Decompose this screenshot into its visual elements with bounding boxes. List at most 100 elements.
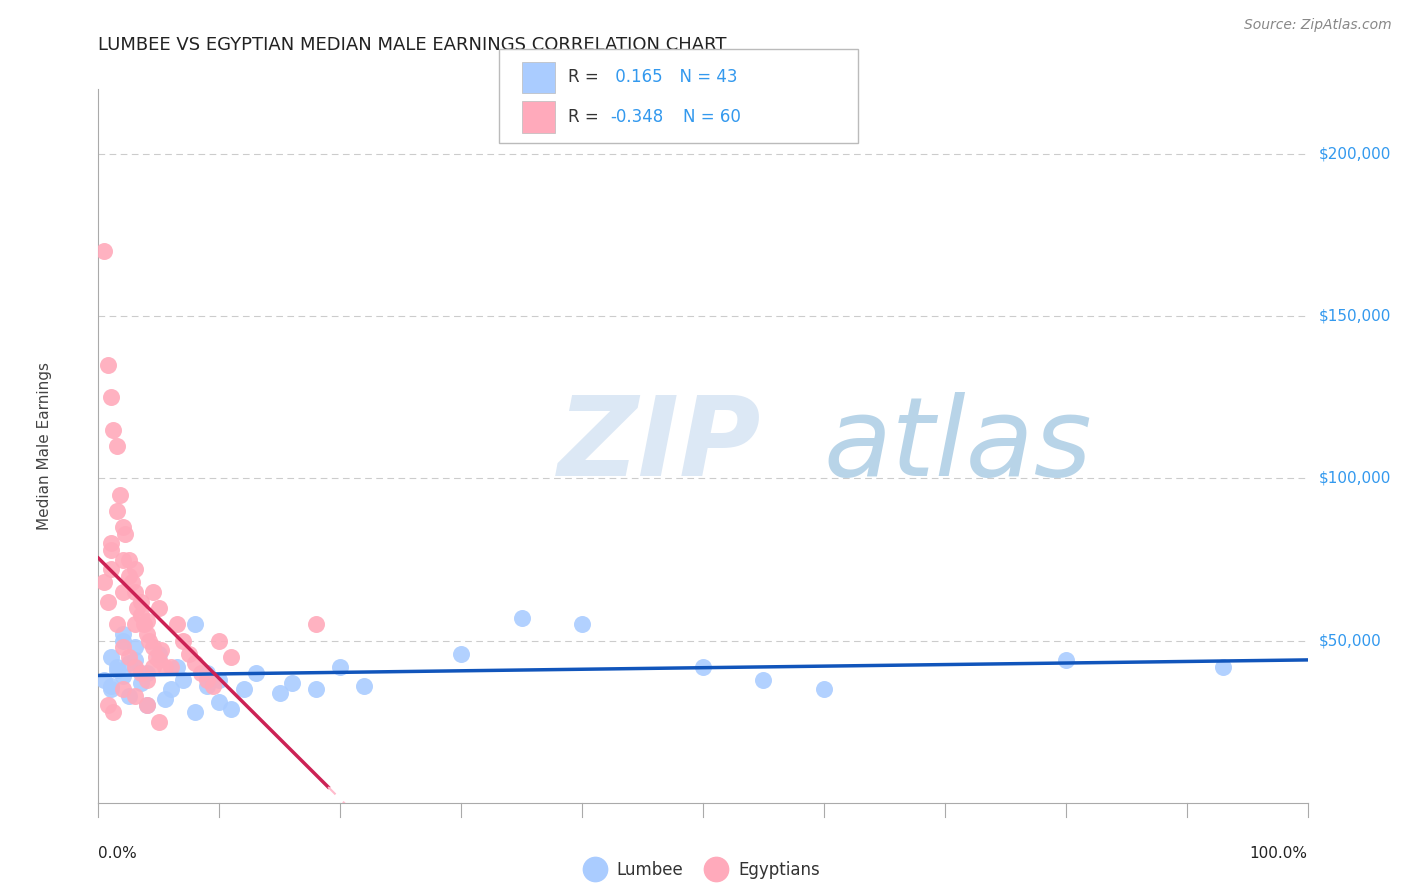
Point [105, 663, 128, 677]
Point [100, 390, 122, 404]
Point [135, 627, 157, 641]
Point [124, 640, 146, 654]
Point [124, 585, 146, 599]
Point [148, 653, 170, 667]
Point [97, 698, 120, 713]
Point [124, 562, 146, 576]
Text: $50,000: $50,000 [1319, 633, 1382, 648]
Point [134, 617, 156, 632]
Point [93, 673, 115, 687]
Text: R =: R = [568, 108, 605, 126]
Point [305, 617, 328, 632]
Point [166, 659, 188, 673]
Text: ZIP: ZIP [558, 392, 762, 500]
Point [124, 659, 146, 673]
Text: $150,000: $150,000 [1319, 309, 1391, 324]
Point [135, 666, 157, 681]
Point [135, 698, 157, 713]
Point [93, 244, 115, 259]
Text: 100.0%: 100.0% [1250, 846, 1308, 861]
Point [813, 682, 835, 697]
Point [124, 617, 146, 632]
Point [184, 705, 207, 719]
Point [111, 669, 134, 683]
Point [1212, 659, 1234, 673]
Point [692, 659, 714, 673]
Point [190, 666, 212, 681]
Point [166, 617, 188, 632]
Point [127, 601, 149, 615]
Text: -0.348: -0.348 [610, 108, 664, 126]
Point [100, 536, 122, 550]
Point [571, 617, 593, 632]
Point [111, 585, 134, 599]
Point [129, 666, 152, 681]
Point [752, 673, 775, 687]
Point [232, 682, 254, 697]
Point [208, 695, 231, 709]
Point [118, 552, 141, 566]
Point [195, 666, 218, 681]
Point [97, 358, 120, 372]
Point [114, 526, 136, 541]
Point [202, 679, 225, 693]
Point [148, 647, 170, 661]
Point [108, 488, 131, 502]
Point [111, 640, 134, 654]
Text: Median Male Earnings: Median Male Earnings [37, 362, 52, 530]
Point [153, 659, 176, 673]
Point [100, 649, 122, 664]
Point [148, 714, 170, 729]
Point [118, 689, 141, 703]
Point [450, 647, 472, 661]
Point [105, 439, 128, 453]
Point [195, 673, 218, 687]
Text: N = 43: N = 43 [669, 69, 738, 87]
Point [100, 542, 122, 557]
Point [129, 675, 152, 690]
Point [97, 595, 120, 609]
Point [135, 614, 157, 628]
Point [208, 673, 231, 687]
Point [1054, 653, 1077, 667]
Point [118, 568, 141, 582]
Point [329, 659, 352, 673]
Point [100, 679, 122, 693]
Point [208, 633, 231, 648]
Point [101, 423, 124, 437]
Point [195, 679, 218, 693]
Point [111, 633, 134, 648]
Point [142, 640, 165, 654]
Point [135, 698, 157, 713]
Point [93, 575, 115, 590]
Point [305, 682, 328, 697]
Point [221, 702, 243, 716]
Point [172, 673, 194, 687]
Point [148, 601, 170, 615]
Point [353, 679, 375, 693]
Point [160, 682, 183, 697]
Text: $200,000: $200,000 [1319, 146, 1391, 161]
Point [269, 685, 291, 699]
Text: atlas: atlas [824, 392, 1092, 500]
Text: $100,000: $100,000 [1319, 471, 1391, 486]
Point [245, 666, 267, 681]
Point [111, 682, 134, 697]
Point [111, 627, 134, 641]
Point [281, 675, 304, 690]
Text: R =: R = [568, 69, 605, 87]
Text: 0.165: 0.165 [610, 69, 662, 87]
Point [177, 647, 201, 661]
Point [105, 504, 128, 518]
Text: N = 60: N = 60 [683, 108, 741, 126]
Point [124, 653, 146, 667]
Point [153, 692, 176, 706]
Text: Source: ZipAtlas.com: Source: ZipAtlas.com [1244, 18, 1392, 32]
Point [111, 520, 134, 534]
Point [160, 659, 183, 673]
Point [100, 562, 122, 576]
Text: LUMBEE VS EGYPTIAN MEDIAN MALE EARNINGS CORRELATION CHART: LUMBEE VS EGYPTIAN MEDIAN MALE EARNINGS … [98, 36, 727, 54]
Point [118, 649, 141, 664]
Point [145, 649, 167, 664]
Point [124, 689, 146, 703]
